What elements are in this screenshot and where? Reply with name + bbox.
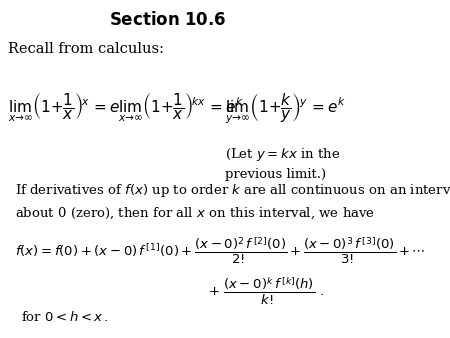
Text: $\lim_{x\to\infty}\left(1+\dfrac{1}{x}\right)^{\!kx}= e^{k}$: $\lim_{x\to\infty}\left(1+\dfrac{1}{x}\r…	[118, 92, 244, 124]
Text: about 0 (zero), then for all $x$ on this interval, we have: about 0 (zero), then for all $x$ on this…	[15, 206, 375, 221]
Text: If derivatives of $f(x)$ up to order $k$ are all continuous on an interval: If derivatives of $f(x)$ up to order $k$…	[15, 183, 450, 199]
Text: Recall from calculus:: Recall from calculus:	[8, 42, 164, 56]
Text: for $0 < h < x\,.$: for $0 < h < x\,.$	[22, 310, 109, 324]
Text: $\lim_{x\to\infty}\left(1+\dfrac{1}{x}\right)^{\!x}= e$: $\lim_{x\to\infty}\left(1+\dfrac{1}{x}\r…	[8, 92, 120, 124]
Text: $+\ \dfrac{(x-0)^k\,f^{\,[k]}(h)}{k!}\ .$: $+\ \dfrac{(x-0)^k\,f^{\,[k]}(h)}{k!}\ .…	[208, 276, 324, 307]
Text: $f(x) = f(0) + (x-0)\,f^{\,[1]}(0) + \dfrac{(x-0)^2\,f^{\,[2]}(0)}{2!} + \dfrac{: $f(x) = f(0) + (x-0)\,f^{\,[1]}(0) + \df…	[15, 236, 425, 266]
Text: $\lim_{y\to\infty}\left(1+\dfrac{k}{y}\right)^{\!y}= e^{k}$: $\lim_{y\to\infty}\left(1+\dfrac{k}{y}\r…	[225, 92, 346, 126]
Text: (Let $y = kx$ in the
previous limit.): (Let $y = kx$ in the previous limit.)	[225, 146, 340, 180]
Text: $\mathbf{Section\ 10.6}$: $\mathbf{Section\ 10.6}$	[109, 11, 227, 29]
